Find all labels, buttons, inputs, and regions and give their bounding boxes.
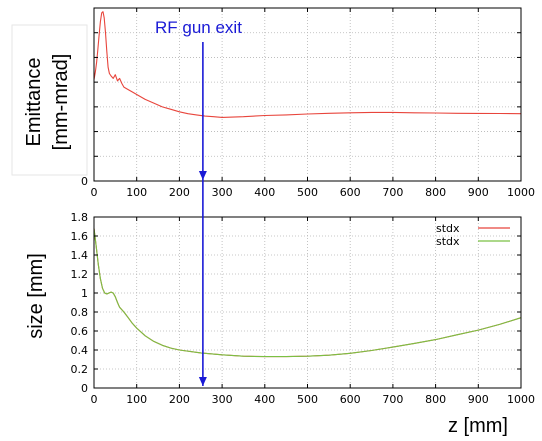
y-tick-label: 0 [81, 175, 88, 188]
tick-layer: 0100200300400500600700800900100002468240… [71, 7, 535, 406]
rf-gun-exit-arrowhead-top [198, 171, 207, 180]
top-ylabel-line2: [mm-mrad] [50, 54, 72, 151]
x-tick-label: 1000 [507, 393, 535, 406]
y-tick-label: 0.8 [71, 306, 89, 319]
x-tick-label: 800 [425, 393, 446, 406]
x-tick-label: 300 [212, 186, 233, 199]
bottom-ylabel: size [mm] [25, 253, 47, 339]
bottom-xlabel: z [mm] [448, 415, 508, 437]
data-layer [93, 11, 522, 358]
x-tick-label: 900 [468, 393, 489, 406]
x-tick-label: 500 [297, 186, 318, 199]
x-tick-label: 400 [254, 393, 275, 406]
y-tick-label: 0 [81, 382, 88, 395]
x-tick-label: 600 [340, 393, 361, 406]
legend: stdx stdx [436, 222, 510, 248]
y-tick-label: 1 [81, 287, 88, 300]
x-tick-label: 0 [91, 393, 98, 406]
y-tick-label: 0.4 [71, 344, 89, 357]
top-ylabel-line1: Emittance [23, 58, 45, 147]
x-tick-label: 200 [169, 186, 190, 199]
x-tick-label: 300 [212, 393, 233, 406]
x-tick-label: 600 [340, 186, 361, 199]
y-tick-label: 1.8 [71, 211, 89, 224]
y-tick-label: 1.6 [71, 230, 89, 243]
x-tick-label: 400 [254, 186, 275, 199]
x-tick-label: 700 [382, 393, 403, 406]
grid-layer [94, 8, 521, 388]
x-tick-label: 100 [126, 186, 147, 199]
x-tick-label: 900 [468, 186, 489, 199]
y-tick-label: 0.2 [71, 363, 89, 376]
rf-gun-exit-label: RF gun exit [155, 18, 242, 37]
size-series-line-2 [93, 228, 522, 358]
legend-entry-1-label: stdx [436, 222, 460, 235]
bottom-ylabel-box [16, 234, 58, 354]
emittance-series-line [93, 11, 522, 118]
x-tick-label: 500 [297, 393, 318, 406]
x-tick-label: 100 [126, 393, 147, 406]
y-tick-label: 1.4 [71, 249, 89, 262]
x-tick-label: 1000 [507, 186, 535, 199]
x-tick-label: 200 [169, 393, 190, 406]
top-ylabel-box [11, 24, 88, 176]
x-tick-label: 0 [91, 186, 98, 199]
rf-gun-exit-arrowhead-bottom [198, 377, 207, 386]
legend-entry-2-label: stdx [436, 235, 460, 248]
y-tick-label: 0.6 [71, 325, 89, 338]
y-tick-label: 1.2 [71, 268, 89, 281]
x-tick-label: 700 [382, 186, 403, 199]
x-tick-label: 800 [425, 186, 446, 199]
annotation-layer: RF gun exit [155, 18, 242, 386]
